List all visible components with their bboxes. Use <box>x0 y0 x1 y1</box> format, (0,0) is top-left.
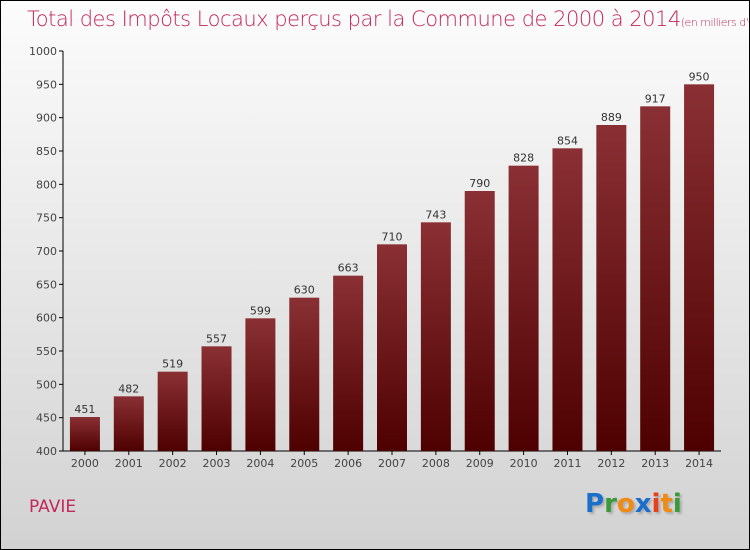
y-tick-label: 900 <box>36 112 57 125</box>
x-tick-label: 2001 <box>115 457 143 470</box>
bar <box>245 318 276 451</box>
y-tick-label: 1000 <box>29 45 57 58</box>
data-label: 790 <box>469 177 490 190</box>
data-label: 599 <box>250 304 271 317</box>
y-tick-label: 750 <box>36 212 57 225</box>
bar <box>596 125 627 451</box>
bar <box>640 106 671 451</box>
bar <box>508 165 539 451</box>
bar <box>157 371 188 451</box>
bar <box>69 417 100 451</box>
bar <box>684 84 715 451</box>
data-label: 630 <box>294 284 315 297</box>
data-label: 950 <box>689 70 710 83</box>
x-tick-label: 2000 <box>71 457 99 470</box>
bar <box>201 346 232 451</box>
y-tick-label: 550 <box>36 345 57 358</box>
title-text: Total des Impôts Locaux perçus par la Co… <box>27 7 681 31</box>
y-tick-label: 650 <box>36 278 57 291</box>
y-tick-label: 800 <box>36 178 57 191</box>
subtitle-text: (en milliers d'€) <box>680 16 749 29</box>
data-label: 451 <box>74 403 95 416</box>
data-label: 854 <box>557 134 578 147</box>
x-tick-label: 2002 <box>159 457 187 470</box>
bar <box>113 396 144 451</box>
bar <box>333 275 364 451</box>
bar <box>377 244 407 451</box>
bar <box>552 148 583 452</box>
y-tick-label: 700 <box>36 245 57 258</box>
x-tick-label: 2008 <box>422 457 450 470</box>
proxiti-logo: Proxiti <box>585 489 682 519</box>
data-label: 482 <box>118 382 139 395</box>
data-label: 743 <box>425 208 446 221</box>
data-label: 889 <box>601 111 622 124</box>
x-tick-label: 2007 <box>378 457 406 470</box>
x-tick-label: 2004 <box>246 457 274 470</box>
data-label: 710 <box>382 230 403 243</box>
bar <box>289 297 320 451</box>
x-tick-label: 2011 <box>553 457 581 470</box>
y-tick-label: 500 <box>36 378 57 391</box>
chart-title: Total des Impôts Locaux perçus par la Co… <box>27 7 749 31</box>
x-tick-label: 2006 <box>334 457 362 470</box>
x-tick-label: 2010 <box>510 457 538 470</box>
bar <box>464 191 495 451</box>
data-label: 828 <box>513 152 534 165</box>
x-tick-label: 2009 <box>466 457 494 470</box>
bar <box>420 222 451 451</box>
data-label: 557 <box>206 332 227 345</box>
data-label: 917 <box>645 92 666 105</box>
y-tick-label: 450 <box>36 412 57 425</box>
x-tick-label: 2013 <box>641 457 669 470</box>
data-label: 663 <box>338 262 359 275</box>
x-tick-label: 2005 <box>290 457 318 470</box>
commune-name: PAVIE <box>29 497 77 517</box>
y-tick-label: 600 <box>36 312 57 325</box>
y-tick-label: 850 <box>36 145 57 158</box>
data-label: 519 <box>162 358 183 371</box>
y-tick-label: 400 <box>36 445 57 458</box>
x-tick-label: 2014 <box>685 457 713 470</box>
x-tick-label: 2003 <box>203 457 231 470</box>
x-tick-label: 2012 <box>597 457 625 470</box>
y-tick-label: 950 <box>36 78 57 91</box>
